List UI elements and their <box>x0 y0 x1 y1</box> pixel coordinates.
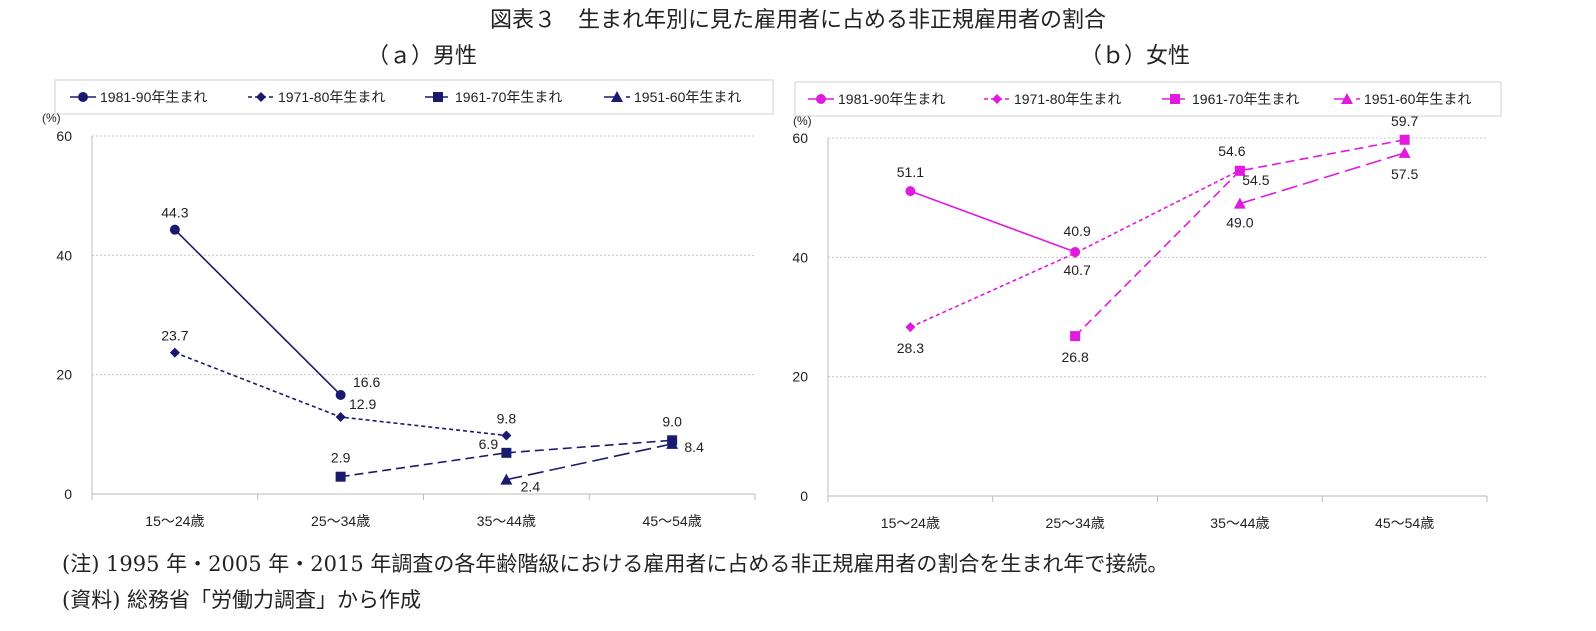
y-tick-label: 0 <box>64 486 72 502</box>
chart-female: 1981-90年生まれ 1971-80年生まれ 1961-70年生まれ 1951-60… <box>792 81 1502 531</box>
series-line <box>1074 139 1405 337</box>
chart-title-female: （ｂ）女性 <box>1079 44 1190 69</box>
data-point <box>905 186 916 197</box>
y-axis-label: (%) <box>42 111 61 125</box>
y-tick-label: 60 <box>792 130 808 146</box>
series-line <box>340 439 673 478</box>
data-point <box>1070 248 1081 259</box>
data-point <box>501 447 512 458</box>
legend-marker <box>256 92 266 102</box>
data-point <box>169 224 180 235</box>
data-label: 23.7 <box>161 328 188 344</box>
data-label: 6.9 <box>479 436 499 452</box>
data-point <box>335 389 346 400</box>
data-label: 9.8 <box>497 411 517 427</box>
data-label: 2.9 <box>331 450 351 466</box>
y-tick-label: 60 <box>56 128 72 144</box>
legend-marker <box>816 94 826 104</box>
x-tick-label: 15～24歳 <box>881 515 940 531</box>
legend-marker <box>433 92 443 102</box>
legend-entry: 1951-60年生まれ <box>634 89 741 105</box>
legend-marker <box>78 92 88 102</box>
legend-marker <box>992 94 1002 104</box>
chart-title-male: （ａ）男性 <box>366 44 477 69</box>
data-point <box>905 322 916 333</box>
data-label: 51.1 <box>897 164 924 180</box>
legend-entry: 1971-80年生まれ <box>1014 91 1121 107</box>
chart-male: 1981-90年生まれ 1971-80年生まれ 1961-70年生まれ 1951-60… <box>42 79 774 529</box>
data-label: 54.6 <box>1218 143 1245 159</box>
y-tick-label: 0 <box>800 488 808 504</box>
data-point <box>335 412 346 423</box>
data-label: 26.8 <box>1062 349 1089 365</box>
data-point <box>1233 197 1246 209</box>
data-point <box>335 471 346 482</box>
x-tick-label: 25～34歳 <box>1046 515 1105 531</box>
figure-title: 図表３ 生まれ年別に見た雇用者に占める非正規雇用者の割合 <box>489 8 1106 33</box>
legend-entry: 1981-90年生まれ <box>838 91 945 107</box>
data-label: 9.0 <box>662 413 682 429</box>
y-tick-label: 20 <box>56 367 72 383</box>
legend-box <box>54 79 774 115</box>
legend-entry: 1981-90年生まれ <box>100 89 207 105</box>
data-label: 40.7 <box>1064 262 1091 278</box>
data-label: 2.4 <box>521 479 541 495</box>
source-text: (資料) 総務省「労働力調査」から作成 <box>62 588 422 612</box>
data-point <box>169 347 180 358</box>
y-tick-label: 20 <box>792 369 808 385</box>
x-tick-label: 45～54歳 <box>643 513 702 529</box>
series-line <box>910 169 1241 328</box>
legend-marker <box>611 91 623 102</box>
charts-canvas: 1981-90年生まれ 1971-80年生まれ 1961-70年生まれ 1951-60… <box>42 79 1502 531</box>
data-point <box>666 437 679 449</box>
legend-marker <box>1341 93 1353 104</box>
data-point <box>500 473 513 485</box>
legend-entry: 1961-70年生まれ <box>455 89 562 105</box>
data-label: 59.7 <box>1391 113 1418 129</box>
data-label: 12.9 <box>349 396 376 412</box>
data-label: 57.5 <box>1391 166 1418 182</box>
y-tick-label: 40 <box>792 249 808 265</box>
data-label: 8.4 <box>684 439 704 455</box>
x-tick-label: 35～44歳 <box>477 513 536 529</box>
data-label: 28.3 <box>897 340 924 356</box>
series-line <box>910 190 1076 253</box>
series-line <box>506 443 673 481</box>
y-tick-label: 40 <box>56 247 72 263</box>
series-line <box>174 229 342 396</box>
data-label: 40.9 <box>1064 223 1091 239</box>
y-axis-label: (%) <box>793 114 812 128</box>
legend-box <box>794 81 1502 117</box>
x-tick-label: 25～34歳 <box>311 513 370 529</box>
legend-entry: 1951-60年生まれ <box>1364 91 1471 107</box>
x-tick-label: 15～24歳 <box>145 513 204 529</box>
legend-marker <box>1170 94 1180 104</box>
data-point <box>1399 134 1410 145</box>
x-tick-label: 35～44歳 <box>1210 515 1269 531</box>
legend-entry: 1961-70年生まれ <box>1192 91 1299 107</box>
data-label: 49.0 <box>1226 215 1253 231</box>
data-label: 16.6 <box>353 374 380 390</box>
data-point <box>1234 165 1245 176</box>
legend-entry: 1971-80年生まれ <box>278 89 385 105</box>
data-label: 54.5 <box>1242 172 1269 188</box>
x-tick-label: 45～54歳 <box>1375 515 1434 531</box>
data-point <box>1398 146 1411 158</box>
note-text: (注) 1995 年・2005 年・2015 年調査の各年齢階級における雇用者に… <box>62 552 1169 576</box>
data-point <box>1070 331 1081 342</box>
data-point <box>501 430 512 441</box>
series-line <box>1239 152 1405 205</box>
data-label: 44.3 <box>161 205 188 221</box>
